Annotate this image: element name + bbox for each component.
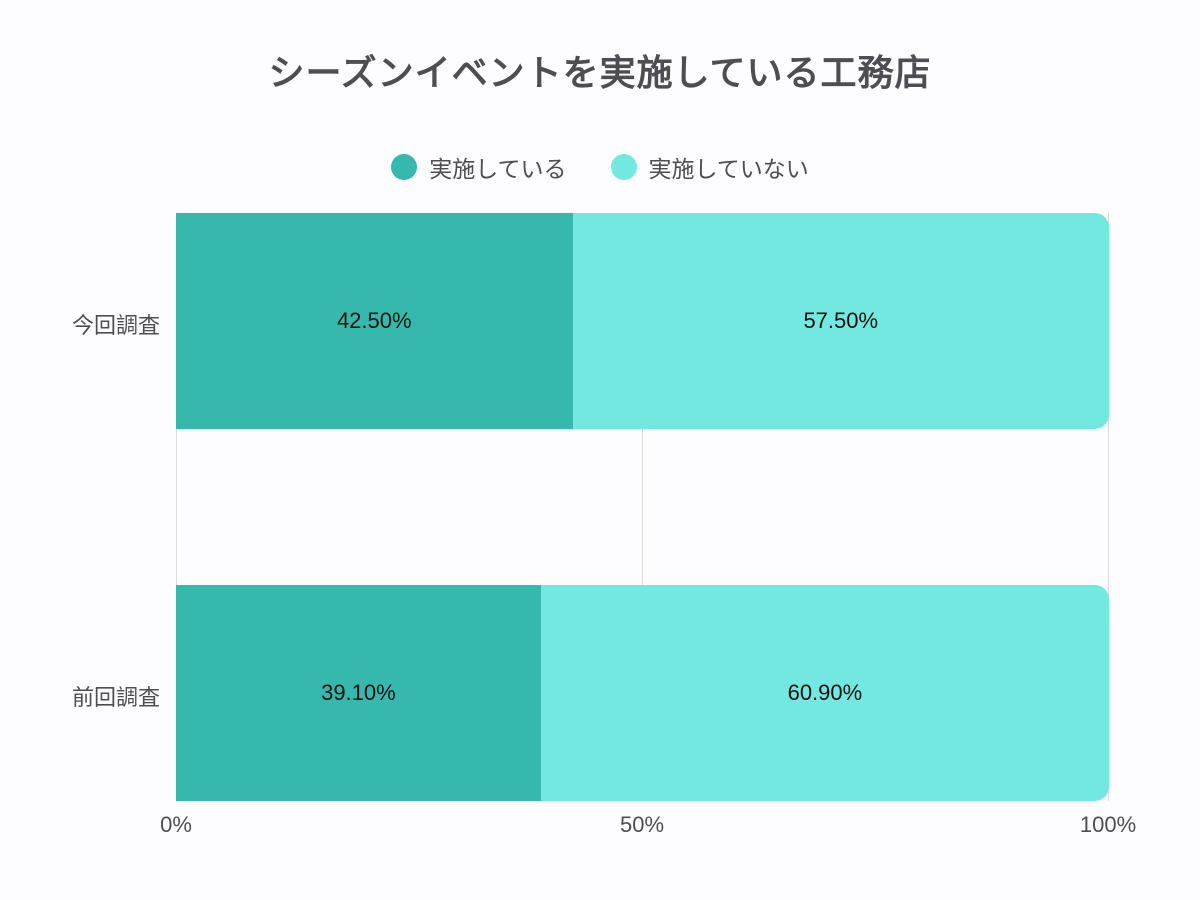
legend-swatch-icon bbox=[610, 154, 637, 180]
plot-area: 42.50% 57.50% 39.10% 60.90% bbox=[176, 213, 1109, 801]
legend-swatch-icon bbox=[391, 154, 418, 180]
x-tick-0: 0% bbox=[160, 812, 192, 837]
gridline-0 bbox=[176, 213, 177, 801]
x-tick-50: 50% bbox=[619, 812, 665, 837]
bar-segment-implemented: 39.10% bbox=[176, 585, 541, 801]
legend-label: 実施している bbox=[429, 157, 567, 183]
x-tick-100: 100% bbox=[1079, 812, 1137, 837]
data-label: 42.50% bbox=[336, 308, 412, 333]
data-label: 57.50% bbox=[803, 308, 879, 333]
data-label: 39.10% bbox=[321, 680, 396, 705]
bar-segment-not-implemented: 60.90% bbox=[540, 585, 1109, 801]
category-label-current: 今回調査 bbox=[71, 314, 160, 339]
chart-title: シーズンイベントを実施している工務店 bbox=[268, 53, 932, 94]
data-label: 60.90% bbox=[787, 680, 863, 705]
bar-current: 42.50% 57.50% bbox=[176, 213, 1109, 429]
bar-segment-not-implemented: 57.50% bbox=[572, 213, 1109, 429]
gridline-50 bbox=[642, 213, 643, 801]
legend-item-implemented: 実施している bbox=[391, 150, 567, 184]
bar-segment-implemented: 42.50% bbox=[176, 213, 573, 429]
legend-item-not-implemented: 実施していない bbox=[610, 150, 809, 184]
category-label-previous: 前回調査 bbox=[71, 686, 160, 711]
bar-previous: 39.10% 60.90% bbox=[176, 585, 1109, 801]
gridline-100 bbox=[1108, 213, 1109, 801]
legend-label: 実施していない bbox=[648, 157, 809, 183]
legend: 実施している 実施していない bbox=[0, 150, 1200, 184]
